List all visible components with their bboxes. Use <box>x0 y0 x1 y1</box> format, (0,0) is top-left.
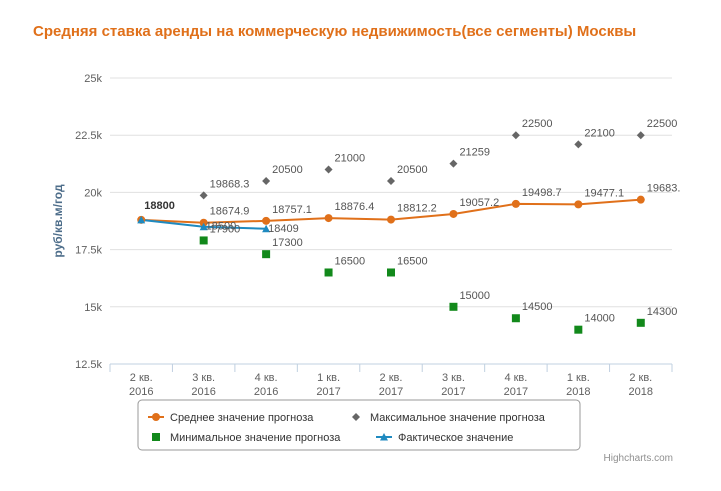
credits-link[interactable]: Highcharts.com <box>603 453 673 464</box>
data-point <box>199 236 208 245</box>
x-tick-label: 1 кв. <box>567 372 590 384</box>
data-label: 18876.4 <box>335 201 375 213</box>
legend <box>137 399 581 451</box>
data-point <box>511 199 520 208</box>
data-label: 15000 <box>459 290 490 302</box>
data-label: 19868.3 <box>210 178 250 190</box>
data-point <box>574 140 583 149</box>
data-label: 20500 <box>397 164 428 176</box>
data-point <box>262 216 271 225</box>
legend-item[interactable]: Фактическое значение <box>398 432 513 444</box>
data-label: 19683. <box>647 183 681 195</box>
data-label: 22500 <box>522 118 553 130</box>
x-tick-label: 2 кв. <box>130 372 153 384</box>
data-point <box>449 159 458 168</box>
data-point <box>262 176 271 185</box>
data-point <box>262 224 271 233</box>
legend-item[interactable]: Среднее значение прогноза <box>170 412 314 424</box>
data-label: 14000 <box>584 313 615 325</box>
data-label: 18812.2 <box>397 203 437 215</box>
x-tick-label: 2 кв. <box>380 372 403 384</box>
legend-item[interactable]: Максимальное значение прогноза <box>370 412 546 424</box>
data-point <box>387 215 395 224</box>
data-point <box>324 165 333 174</box>
data-point <box>574 325 583 334</box>
data-point <box>449 302 458 311</box>
data-label: 16500 <box>335 255 366 267</box>
data-point <box>137 215 146 224</box>
data-label: 19498.7 <box>522 187 562 199</box>
y-tick-label: 20k <box>84 187 102 199</box>
y-tick-label: 25k <box>84 73 102 85</box>
data-label: 18674.9 <box>210 206 250 218</box>
legend-marker <box>380 433 388 441</box>
data-point <box>199 222 208 231</box>
y-tick-label: 15k <box>84 302 102 314</box>
data-label: 14500 <box>522 301 553 313</box>
data-point <box>449 209 458 218</box>
x-tick-label: 2016 <box>191 386 215 398</box>
data-point <box>574 200 583 209</box>
x-tick-label: 2017 <box>504 386 528 398</box>
data-point <box>387 176 395 185</box>
data-label: 18500 <box>206 221 237 233</box>
data-point <box>636 131 645 140</box>
x-tick-label: 2018 <box>629 386 653 398</box>
data-point <box>511 314 520 323</box>
y-tick-label: 12.5k <box>75 359 102 371</box>
y-axis-title: руб/кв.м/год <box>51 184 65 258</box>
data-label: 22500 <box>647 118 678 130</box>
data-label: 14300 <box>647 306 678 318</box>
data-label: 20500 <box>272 164 303 176</box>
x-tick-label: 4 кв. <box>255 372 278 384</box>
x-tick-label: 2018 <box>566 386 590 398</box>
data-point <box>199 218 208 227</box>
data-point <box>636 195 645 204</box>
legend-marker <box>152 413 160 421</box>
x-tick-label: 3 кв. <box>192 372 215 384</box>
x-tick-label: 3 кв. <box>442 372 465 384</box>
x-tick-label: 2 кв. <box>629 372 652 384</box>
x-tick-label: 2016 <box>129 386 153 398</box>
data-point <box>199 191 208 200</box>
x-tick-label: 2017 <box>316 386 340 398</box>
data-label: 18757.1 <box>272 204 312 216</box>
legend-item[interactable]: Минимальное значение прогноза <box>170 432 341 444</box>
x-tick-label: 1 кв. <box>317 372 340 384</box>
data-point <box>324 268 333 277</box>
y-tick-label: 17.5k <box>75 245 102 257</box>
data-point <box>636 318 645 327</box>
x-tick-label: 4 кв. <box>504 372 527 384</box>
y-tick-label: 22.5k <box>75 130 102 142</box>
x-tick-label: 2017 <box>441 386 465 398</box>
data-label: 17900 <box>210 223 241 235</box>
data-label: 21000 <box>335 153 366 165</box>
data-point <box>262 250 271 259</box>
data-point <box>324 214 333 223</box>
chart-title: Средняя ставка аренды на коммерческую не… <box>33 23 637 40</box>
x-tick-label: 2016 <box>254 386 278 398</box>
data-label: 18409 <box>268 223 299 235</box>
data-label: 17300 <box>272 237 303 249</box>
data-label: 19477.1 <box>584 187 624 199</box>
data-point <box>387 268 395 277</box>
data-label: 22100 <box>584 127 615 139</box>
data-label: 19057.2 <box>459 197 499 209</box>
legend-marker <box>152 433 160 441</box>
data-label: 21259 <box>459 147 490 159</box>
data-label: 18800 <box>144 200 175 212</box>
data-point <box>511 131 520 140</box>
legend-marker <box>352 413 360 421</box>
x-tick-label: 2017 <box>379 386 403 398</box>
data-label: 16500 <box>397 255 428 267</box>
